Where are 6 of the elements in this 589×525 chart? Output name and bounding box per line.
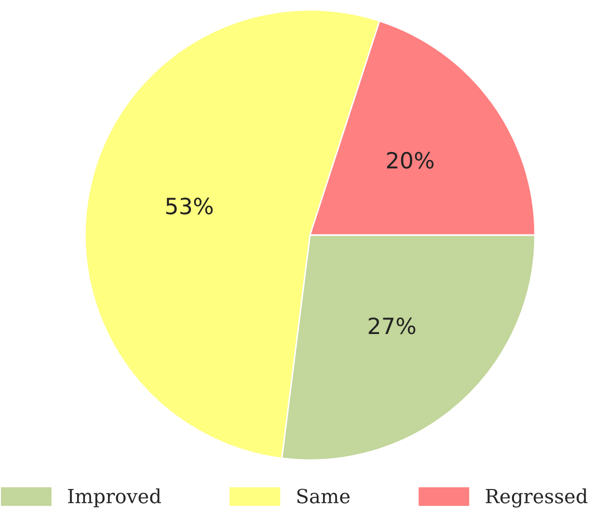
legend-label: Same	[297, 488, 350, 504]
data-label: 53%	[166, 198, 213, 214]
legend-label: Improved	[68, 488, 161, 508]
legend-label: Regressed	[486, 488, 588, 508]
data-label: 20%	[387, 152, 434, 169]
data-label: 27%	[368, 317, 416, 334]
